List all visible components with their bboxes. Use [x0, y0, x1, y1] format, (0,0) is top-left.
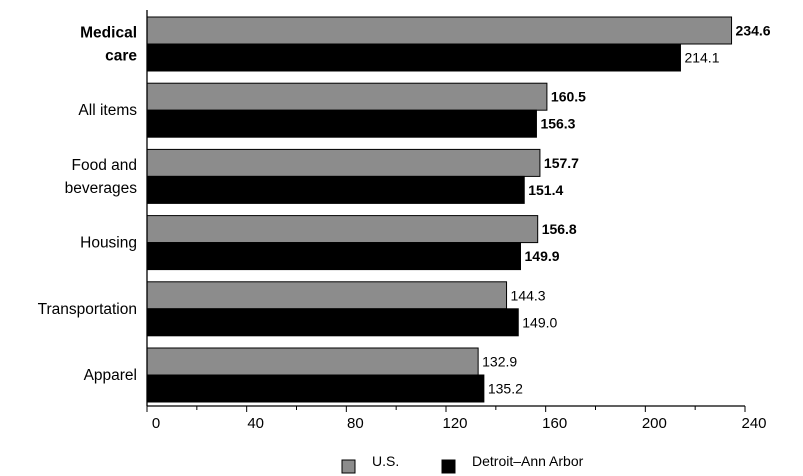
legend-label-us: U.S.: [372, 453, 399, 469]
bar-us-4: [146, 281, 508, 310]
x-tick-label: 200: [642, 415, 667, 432]
value-label: 160.5: [551, 89, 586, 105]
x-tick-label: 40: [247, 415, 264, 432]
axes-group: 0 40 80 120 160 200 240: [146, 10, 767, 432]
category-label: Medical: [80, 25, 137, 42]
bar-us-1: [146, 82, 548, 111]
bars-group: [146, 16, 733, 403]
bar-detroit-4: [146, 308, 519, 337]
x-tick-label: 0: [152, 415, 160, 432]
bar-us-5: [146, 347, 479, 376]
bar-us-0: [146, 16, 733, 45]
value-label: 149.9: [525, 248, 560, 264]
value-label: 135.2: [488, 381, 523, 397]
value-label: 157.7: [544, 155, 579, 171]
value-label: 144.3: [511, 287, 546, 303]
value-label: 132.9: [482, 354, 517, 370]
bar-us-2: [146, 148, 541, 177]
category-label: Food and: [72, 157, 138, 174]
bar-detroit-1: [146, 109, 537, 138]
x-tick-label: 120: [442, 415, 467, 432]
value-label: 149.0: [522, 314, 557, 330]
bar-detroit-5: [146, 374, 485, 403]
value-labels-group: 234.6 214.1 160.5 156.3 157.7 151.4 156.8 149.9…: [482, 23, 771, 397]
category-labels-group: Medical care All items Food and beverages Hou…: [38, 25, 138, 385]
x-tick-label: 160: [542, 415, 567, 432]
category-label: Housing: [80, 235, 137, 252]
category-label: beverages: [65, 180, 138, 197]
bar-detroit-3: [146, 242, 522, 271]
x-tick-label: 80: [347, 415, 364, 432]
value-label: 156.3: [540, 116, 575, 132]
legend-label-detroit: Detroit–Ann Arbor: [472, 453, 584, 469]
bar-detroit-0: [146, 43, 681, 72]
value-label: 156.8: [542, 221, 577, 237]
category-label: Transportation: [38, 301, 137, 318]
legend-swatch-us: [341, 459, 356, 474]
value-label: 234.6: [736, 23, 771, 39]
category-label: Apparel: [84, 367, 137, 384]
legend-swatch-detroit: [441, 459, 456, 474]
value-label: 214.1: [684, 50, 719, 66]
category-label: care: [105, 48, 137, 65]
value-label: 151.4: [528, 182, 563, 198]
x-tick-label: 240: [741, 415, 766, 432]
legend: U.S. Detroit–Ann Arbor: [341, 453, 584, 474]
bar-detroit-2: [146, 175, 525, 204]
category-label: All items: [78, 102, 137, 119]
bar-us-3: [146, 215, 539, 244]
